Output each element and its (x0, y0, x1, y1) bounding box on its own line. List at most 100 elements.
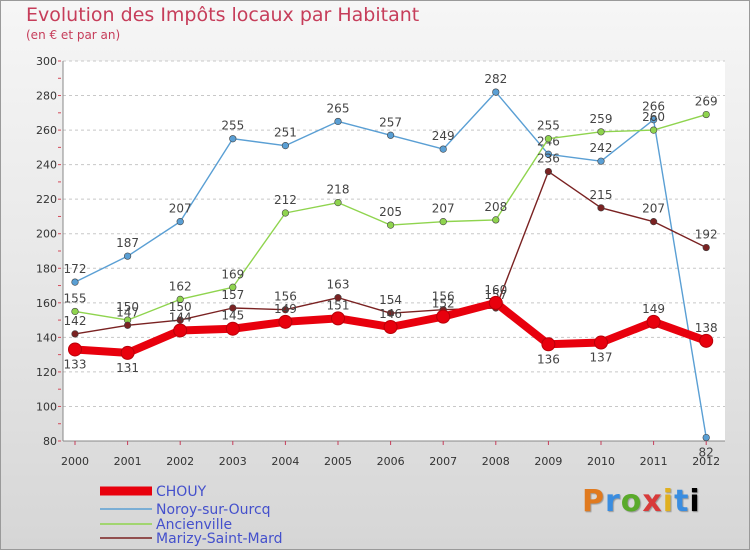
data-label: 205 (379, 205, 402, 219)
data-label: 146 (379, 307, 402, 321)
data-label: 144 (169, 310, 192, 324)
data-point (649, 116, 658, 124)
data-point (229, 283, 237, 291)
data-point (702, 110, 710, 119)
x-tick-label: 2004 (271, 455, 299, 468)
data-label: 152 (432, 297, 455, 311)
data-label: 172 (64, 262, 87, 276)
data-point (176, 295, 184, 303)
x-tick-label: 2001 (114, 455, 142, 468)
legend-label: Marizy-Saint-Mard (156, 531, 283, 547)
legend-label: CHOUY (156, 484, 207, 500)
data-label: 218 (327, 183, 350, 197)
data-label: 265 (327, 101, 350, 115)
data-point (594, 335, 608, 350)
data-label: 151 (327, 298, 350, 312)
data-point (544, 167, 553, 176)
x-tick-label: 2002 (166, 455, 194, 468)
y-tick-label: 260 (36, 124, 57, 137)
data-label: 249 (432, 129, 455, 143)
data-label: 207 (432, 202, 455, 216)
y-tick-label: 240 (36, 159, 57, 172)
y-tick-label: 280 (36, 90, 57, 103)
y-tick-label: 220 (36, 193, 57, 206)
data-point (488, 295, 503, 310)
data-label: 137 (590, 351, 613, 365)
data-label: 131 (116, 361, 139, 375)
data-point (541, 337, 556, 352)
data-label: 155 (64, 291, 87, 305)
chart-subtitle: (en € et par an) (26, 28, 121, 42)
data-point (281, 209, 290, 217)
data-point (229, 304, 237, 312)
data-point (597, 204, 605, 212)
data-point (649, 126, 658, 134)
data-label: 269 (695, 95, 718, 109)
data-point (439, 218, 447, 226)
data-point (544, 135, 553, 143)
data-label: 242 (590, 141, 613, 155)
x-tick-label: 2009 (534, 455, 562, 468)
data-point (176, 316, 184, 324)
data-label: 163 (327, 278, 350, 292)
data-label: 208 (484, 200, 507, 214)
data-label: 282 (484, 72, 507, 86)
data-point (439, 145, 447, 153)
data-label: 142 (64, 314, 87, 328)
x-tick-label: 2003 (219, 455, 247, 468)
data-label: 255 (221, 119, 244, 133)
data-label: 207 (642, 202, 665, 216)
data-point (649, 218, 658, 226)
x-tick-label: 2008 (482, 455, 510, 468)
data-label: 192 (695, 228, 718, 242)
data-label: 255 (537, 119, 560, 133)
data-label: 150 (169, 300, 192, 314)
data-point (123, 252, 132, 260)
data-point (597, 157, 605, 165)
data-point (71, 330, 79, 338)
data-point (334, 199, 342, 207)
data-label: 156 (432, 290, 455, 304)
y-tick-label: 140 (36, 331, 57, 344)
data-label: 149 (642, 302, 665, 316)
data-point (120, 345, 135, 360)
data-point (544, 150, 553, 158)
data-point (176, 218, 184, 226)
data-point (71, 278, 79, 286)
data-point (334, 294, 342, 302)
data-label: 251 (274, 126, 297, 140)
y-tick-label: 200 (36, 228, 57, 241)
data-point (492, 88, 500, 96)
x-tick-label: 2012 (692, 455, 720, 468)
plot-area (63, 61, 725, 441)
x-tick-label: 2005 (324, 455, 352, 468)
data-label: 149 (274, 302, 297, 316)
data-point (225, 321, 240, 336)
data-label: 260 (642, 110, 665, 124)
data-point (383, 320, 398, 334)
data-label: 162 (169, 279, 192, 293)
data-label: 169 (221, 267, 244, 281)
data-label: 157 (221, 288, 244, 302)
y-tick-label: 160 (36, 297, 57, 310)
data-label: 266 (642, 100, 665, 114)
data-point (68, 342, 82, 357)
data-point (278, 314, 293, 329)
data-label: 160 (484, 283, 507, 297)
data-point (123, 321, 132, 329)
x-tick-label: 2011 (640, 455, 668, 468)
data-point (387, 221, 395, 229)
proxiti-logo: Proxiti (582, 484, 701, 519)
chart-title: Evolution des Impôts locaux par Habitant (26, 4, 420, 26)
data-label: 212 (274, 193, 297, 207)
data-point (699, 333, 714, 348)
data-label: 138 (695, 321, 718, 335)
x-tick-label: 2000 (61, 455, 89, 468)
data-point (331, 311, 345, 326)
data-point (281, 306, 290, 314)
data-label: 150 (116, 300, 139, 314)
data-label: 133 (64, 357, 87, 371)
data-label: 82 (699, 446, 714, 460)
data-label: 157 (484, 288, 507, 302)
